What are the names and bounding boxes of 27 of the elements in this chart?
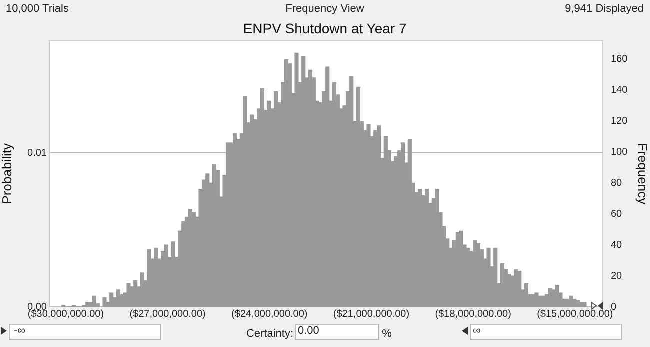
text: 10,000 Trials (6, 3, 69, 16)
y2-tick-label: 120 (611, 116, 628, 128)
y2-tick-label: 60 (611, 208, 623, 220)
text: Certainty: (246, 328, 294, 341)
text: ∞ (473, 325, 481, 338)
y2-tick-label: 160 (611, 54, 628, 66)
y-axis-title: Probability (0, 143, 14, 204)
y2-tick-label: 40 (611, 240, 623, 251)
x-tick-label: ($27,000,000.00) (130, 308, 206, 320)
y2-axis-title: Frequency (636, 143, 650, 206)
chart-title: ENPV Shutdown at Year 7 (243, 20, 407, 36)
x-tick-label: ($15,000,000.00) (537, 308, 614, 320)
x-tick-label: ($18,000,000.00) (435, 308, 512, 320)
y2-tick-label: 140 (611, 85, 628, 96)
y2-tick-label: 20 (611, 270, 623, 282)
text: 0.00 (298, 325, 320, 338)
y-tick-label: 0.01 (28, 148, 48, 159)
y2-tick-label: 100 (611, 146, 628, 158)
x-tick-label: ($21,000,000.00) (333, 308, 410, 320)
text: % (382, 328, 392, 341)
text: Frequency View (286, 3, 364, 16)
y2-tick-label: 0 (611, 302, 617, 313)
text: -∞ (14, 325, 26, 338)
x-tick-label: ($30,000,000.00) (28, 308, 104, 320)
x-tick-label: ($24,000,000.00) (232, 308, 308, 320)
y2-tick-label: 80 (611, 178, 623, 189)
text: 9,941 Displayed (565, 3, 644, 16)
